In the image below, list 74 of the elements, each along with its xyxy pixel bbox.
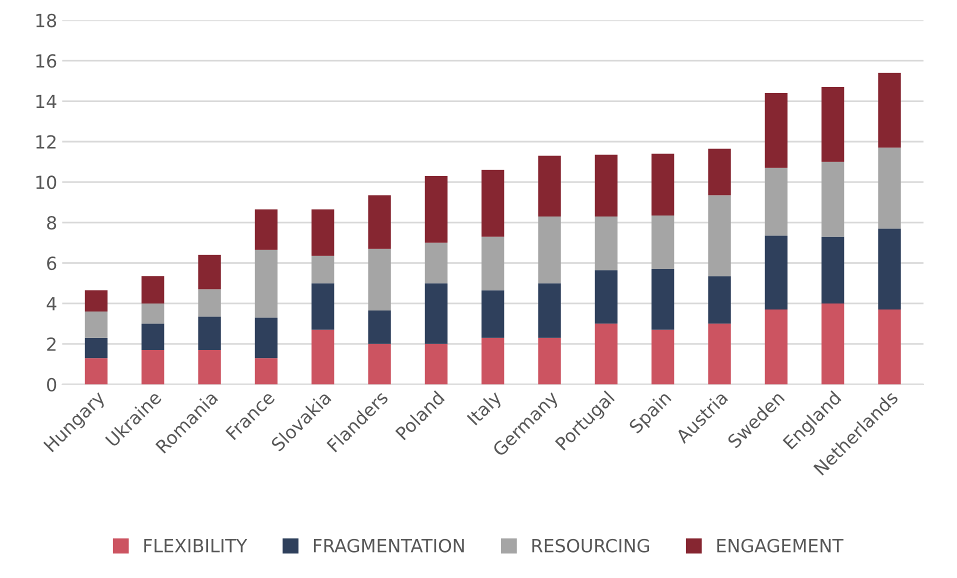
bar [84,358,108,384]
bar [254,318,278,358]
legend-label: FLEXIBILITY [144,539,248,552]
bar [538,156,561,216]
bar [142,324,164,350]
bar [594,154,618,216]
y-tick-label: 2 [47,337,56,351]
bar [424,242,448,284]
bar [424,283,448,344]
bar [878,72,901,148]
bar [764,93,788,168]
bar [198,350,221,384]
y-tick-label: 4 [46,297,56,310]
bar [708,324,731,384]
legend-label: ENGAGEMENT [717,538,844,552]
bar [878,310,901,384]
bar [368,310,391,344]
bar [652,269,674,330]
bar [254,358,278,384]
bar [424,176,448,243]
bar [254,209,278,250]
bar [764,236,788,310]
bar [822,162,844,237]
bar [822,303,844,384]
y-tick-label: 12 [36,135,56,148]
bar [142,350,164,384]
bar [482,338,504,384]
y-tick-label: 6 [47,256,56,270]
bar [368,344,391,384]
bar [652,215,674,270]
bar [368,195,391,249]
bar [538,283,561,338]
y-tick-label: 14 [36,94,56,108]
bar [822,236,844,304]
legend-label: FRAGMENTATION [314,538,464,552]
bar [198,254,221,290]
y-tick-label: 8 [47,216,56,230]
bar [764,168,788,236]
bar [594,216,618,270]
bar [764,310,788,384]
bar [652,330,674,384]
bar [594,270,618,324]
y-tick-label: 18 [36,14,56,28]
bar [312,256,334,284]
y-tick-label: 10 [36,176,56,190]
bar [822,86,844,162]
bar [482,290,504,338]
bar [538,216,561,284]
bar [198,316,221,350]
legend-label: RESOURCING [532,538,650,552]
bar [878,228,901,310]
bar [84,312,108,338]
bar [708,195,731,276]
bar [482,170,504,237]
bar [878,148,901,229]
bar [594,324,618,384]
bar [142,303,164,324]
bar [312,283,334,330]
bar [142,276,164,304]
bar [482,236,504,290]
bar [312,330,334,384]
bar [84,338,108,358]
y-tick-label: 0 [47,378,56,392]
bar [84,290,108,312]
bar [254,250,278,318]
y-tick-label: 16 [36,54,56,68]
bar [652,154,674,216]
bar [312,209,334,256]
bar [368,248,391,311]
bar [424,344,448,384]
bar [708,148,731,196]
bar [538,338,561,384]
bar [708,276,731,324]
bar [198,289,221,317]
